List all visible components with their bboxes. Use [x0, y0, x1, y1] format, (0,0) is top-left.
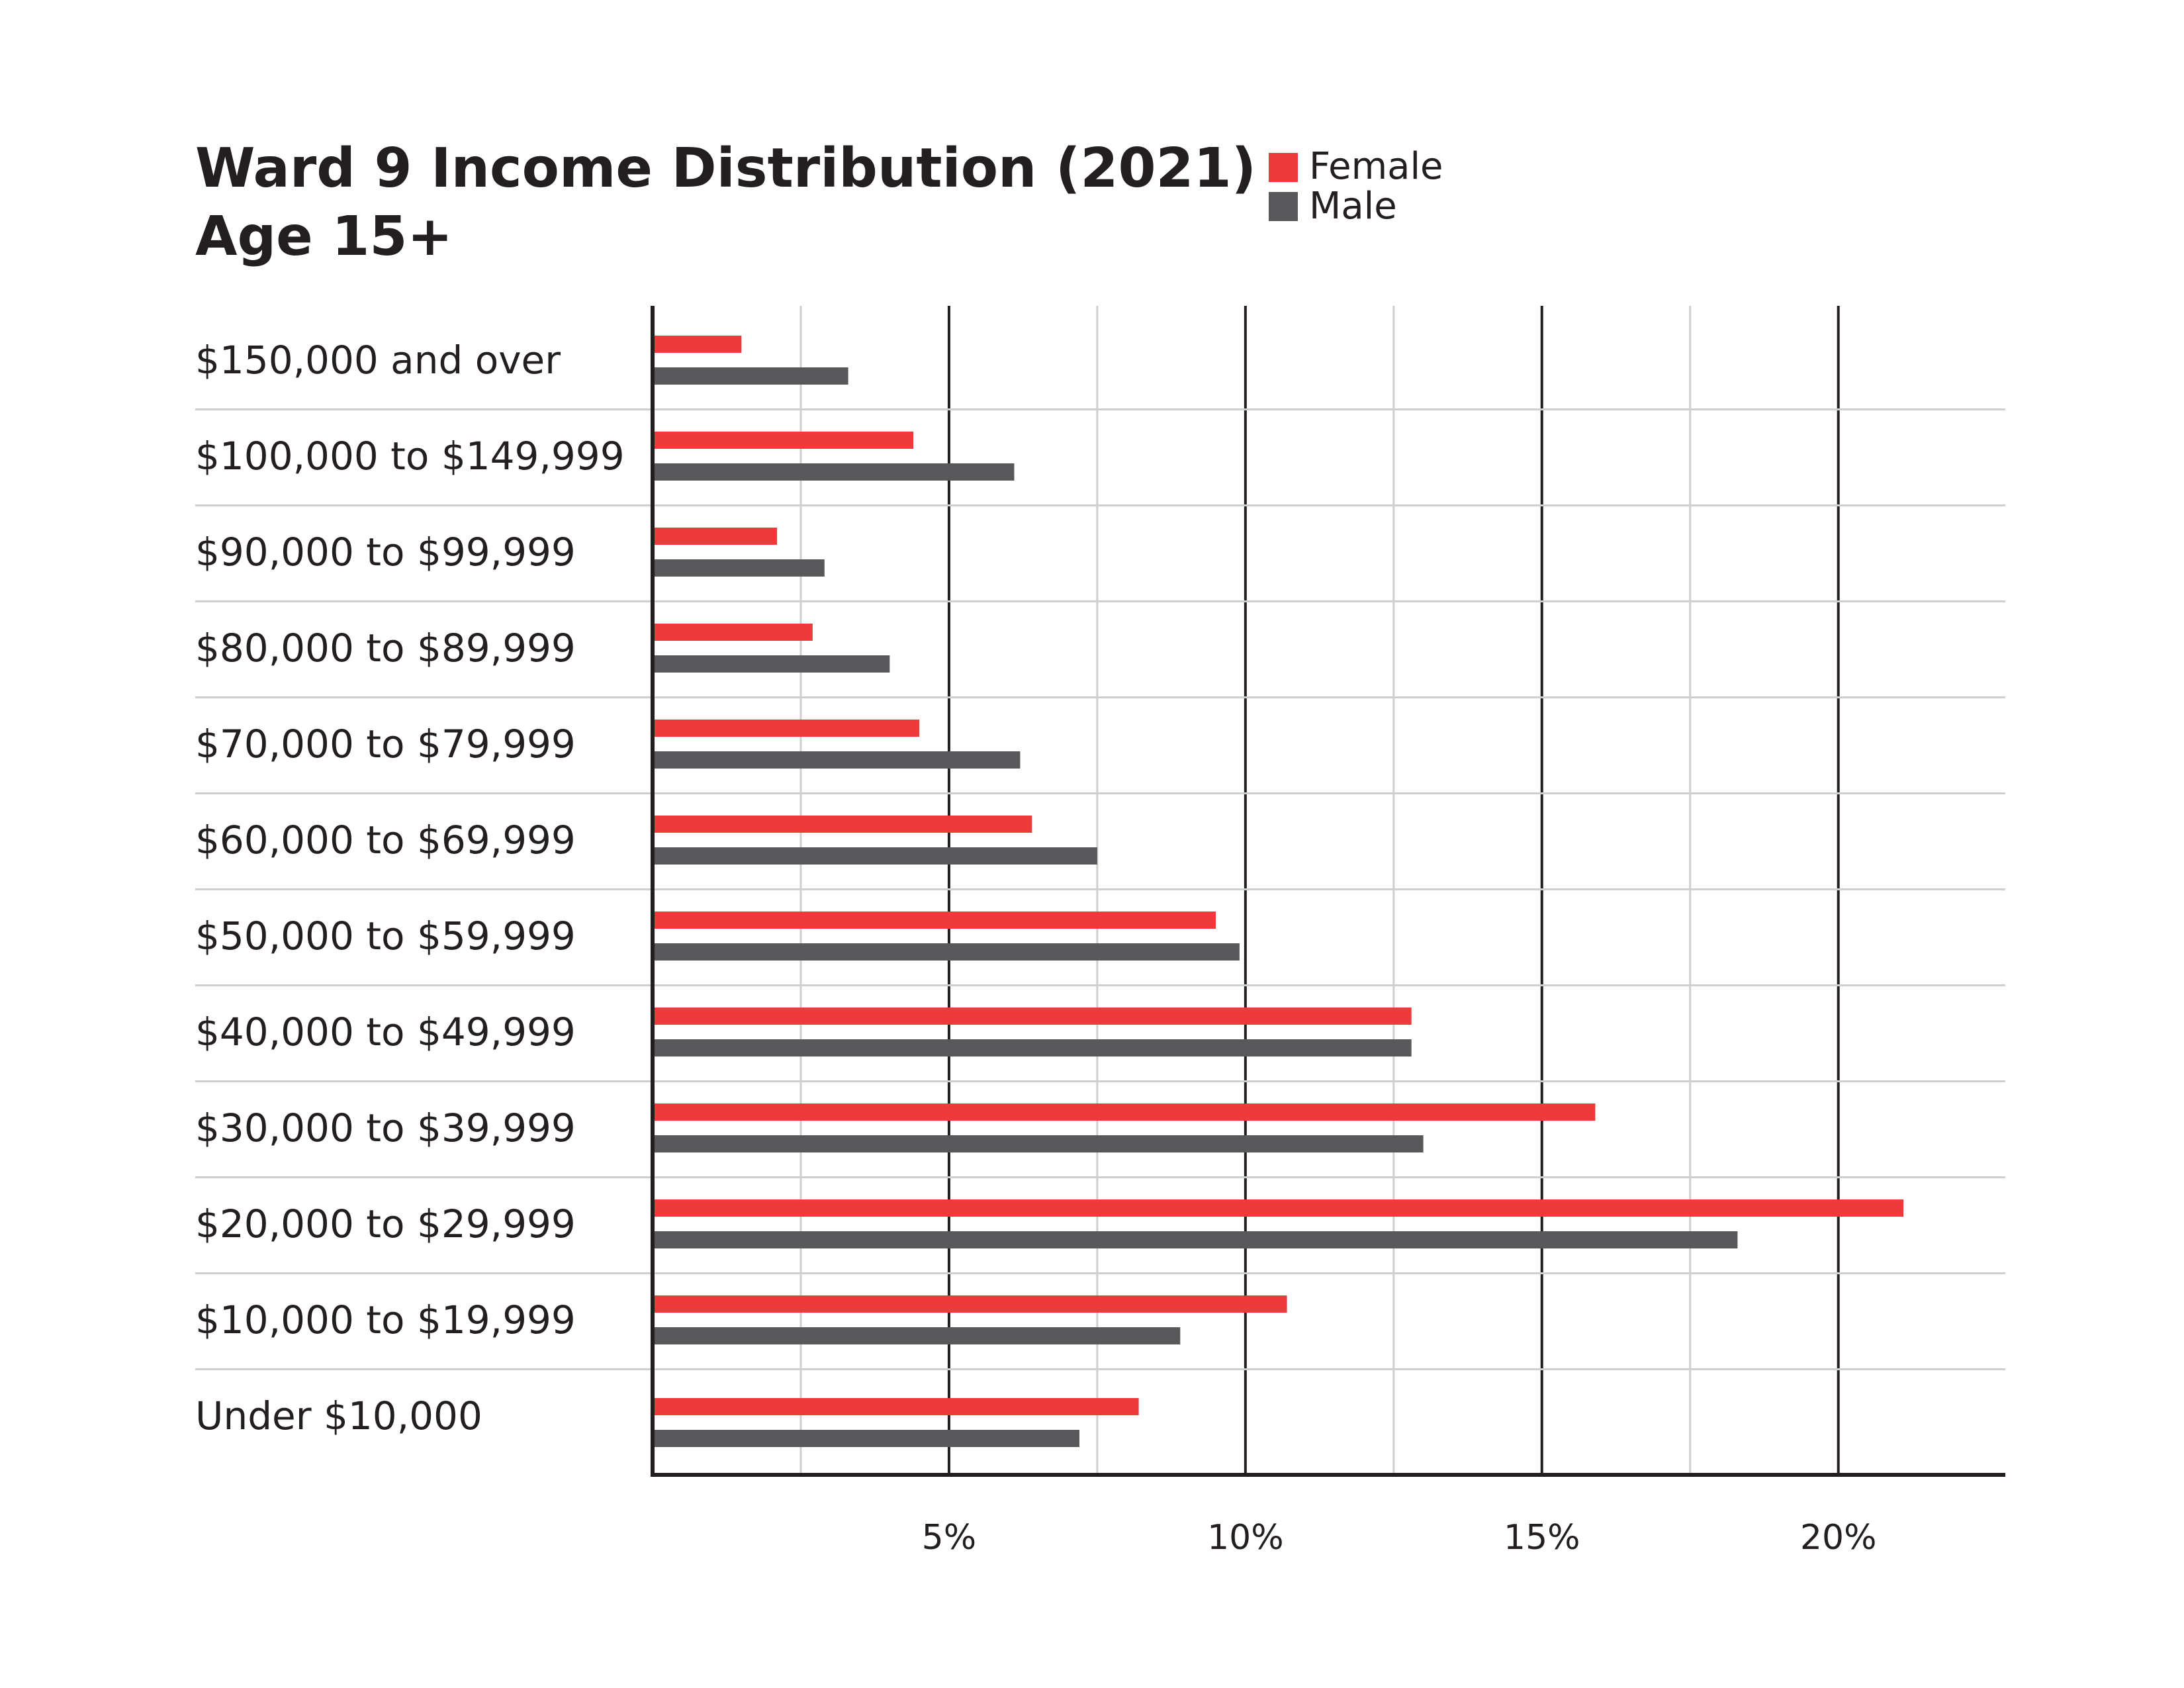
bar-male — [653, 1039, 1412, 1056]
category-labels: $150,000 and over $100,000 to $149,999 $90… — [195, 338, 625, 1438]
bar-female — [653, 336, 742, 353]
bar-female — [653, 528, 778, 545]
legend: Female Male — [1269, 145, 1443, 228]
category-label: $30,000 to $39,999 — [195, 1105, 576, 1150]
x-tick-label: 5% — [922, 1518, 977, 1558]
bar-female — [653, 1295, 1287, 1313]
legend-label-female: Female — [1309, 145, 1443, 188]
axes — [651, 306, 2005, 1477]
bar-male — [653, 655, 890, 673]
bar-female — [653, 624, 813, 641]
category-label: $80,000 to $89,999 — [195, 626, 576, 671]
chart-title: Ward 9 Income Distribution (2021) Age 15… — [195, 137, 1256, 268]
category-label: $70,000 to $79,999 — [195, 722, 576, 767]
bar-male — [653, 1231, 1738, 1248]
category-label: $90,000 to $99,999 — [195, 530, 576, 575]
bar-male — [653, 367, 848, 385]
bar-male — [653, 463, 1015, 481]
bar-female — [653, 1199, 1904, 1217]
category-label: Under $10,000 — [195, 1393, 482, 1438]
bar-female — [653, 1103, 1596, 1121]
legend-label-male: Male — [1309, 185, 1397, 228]
category-label: $150,000 and over — [195, 338, 561, 383]
bar-male — [653, 847, 1097, 865]
x-tick-label: 20% — [1800, 1518, 1877, 1558]
bar-female — [653, 1008, 1412, 1025]
x-tick-label: 15% — [1504, 1518, 1580, 1558]
chart-title-line-1: Ward 9 Income Distribution (2021) — [195, 137, 1256, 200]
bar-male — [653, 751, 1021, 769]
category-label: $40,000 to $49,999 — [195, 1009, 576, 1055]
x-tick-label: 10% — [1207, 1518, 1284, 1558]
bar-female — [653, 1398, 1139, 1415]
bar-female — [653, 912, 1216, 929]
legend-swatch-female — [1269, 153, 1298, 182]
category-label: $60,000 to $69,999 — [195, 818, 576, 863]
bar-male — [653, 1135, 1424, 1152]
bar-female — [653, 720, 920, 737]
row-separators — [195, 408, 2005, 1370]
category-label: $100,000 to $149,999 — [195, 434, 625, 479]
bar-male — [653, 559, 825, 577]
bar-male — [653, 943, 1240, 961]
bar-male — [653, 1327, 1181, 1344]
x-tick-labels: 5% 10% 15% 20% — [922, 1518, 1877, 1558]
chart-subtitle: Age 15+ — [195, 205, 453, 268]
category-label: $50,000 to $59,999 — [195, 914, 576, 959]
legend-swatch-male — [1269, 192, 1298, 221]
bar-male — [653, 1430, 1080, 1447]
bars — [653, 336, 1904, 1447]
bar-female — [653, 432, 914, 449]
category-label: $10,000 to $19,999 — [195, 1297, 576, 1342]
category-label: $20,000 to $29,999 — [195, 1201, 576, 1246]
bar-female — [653, 816, 1032, 833]
